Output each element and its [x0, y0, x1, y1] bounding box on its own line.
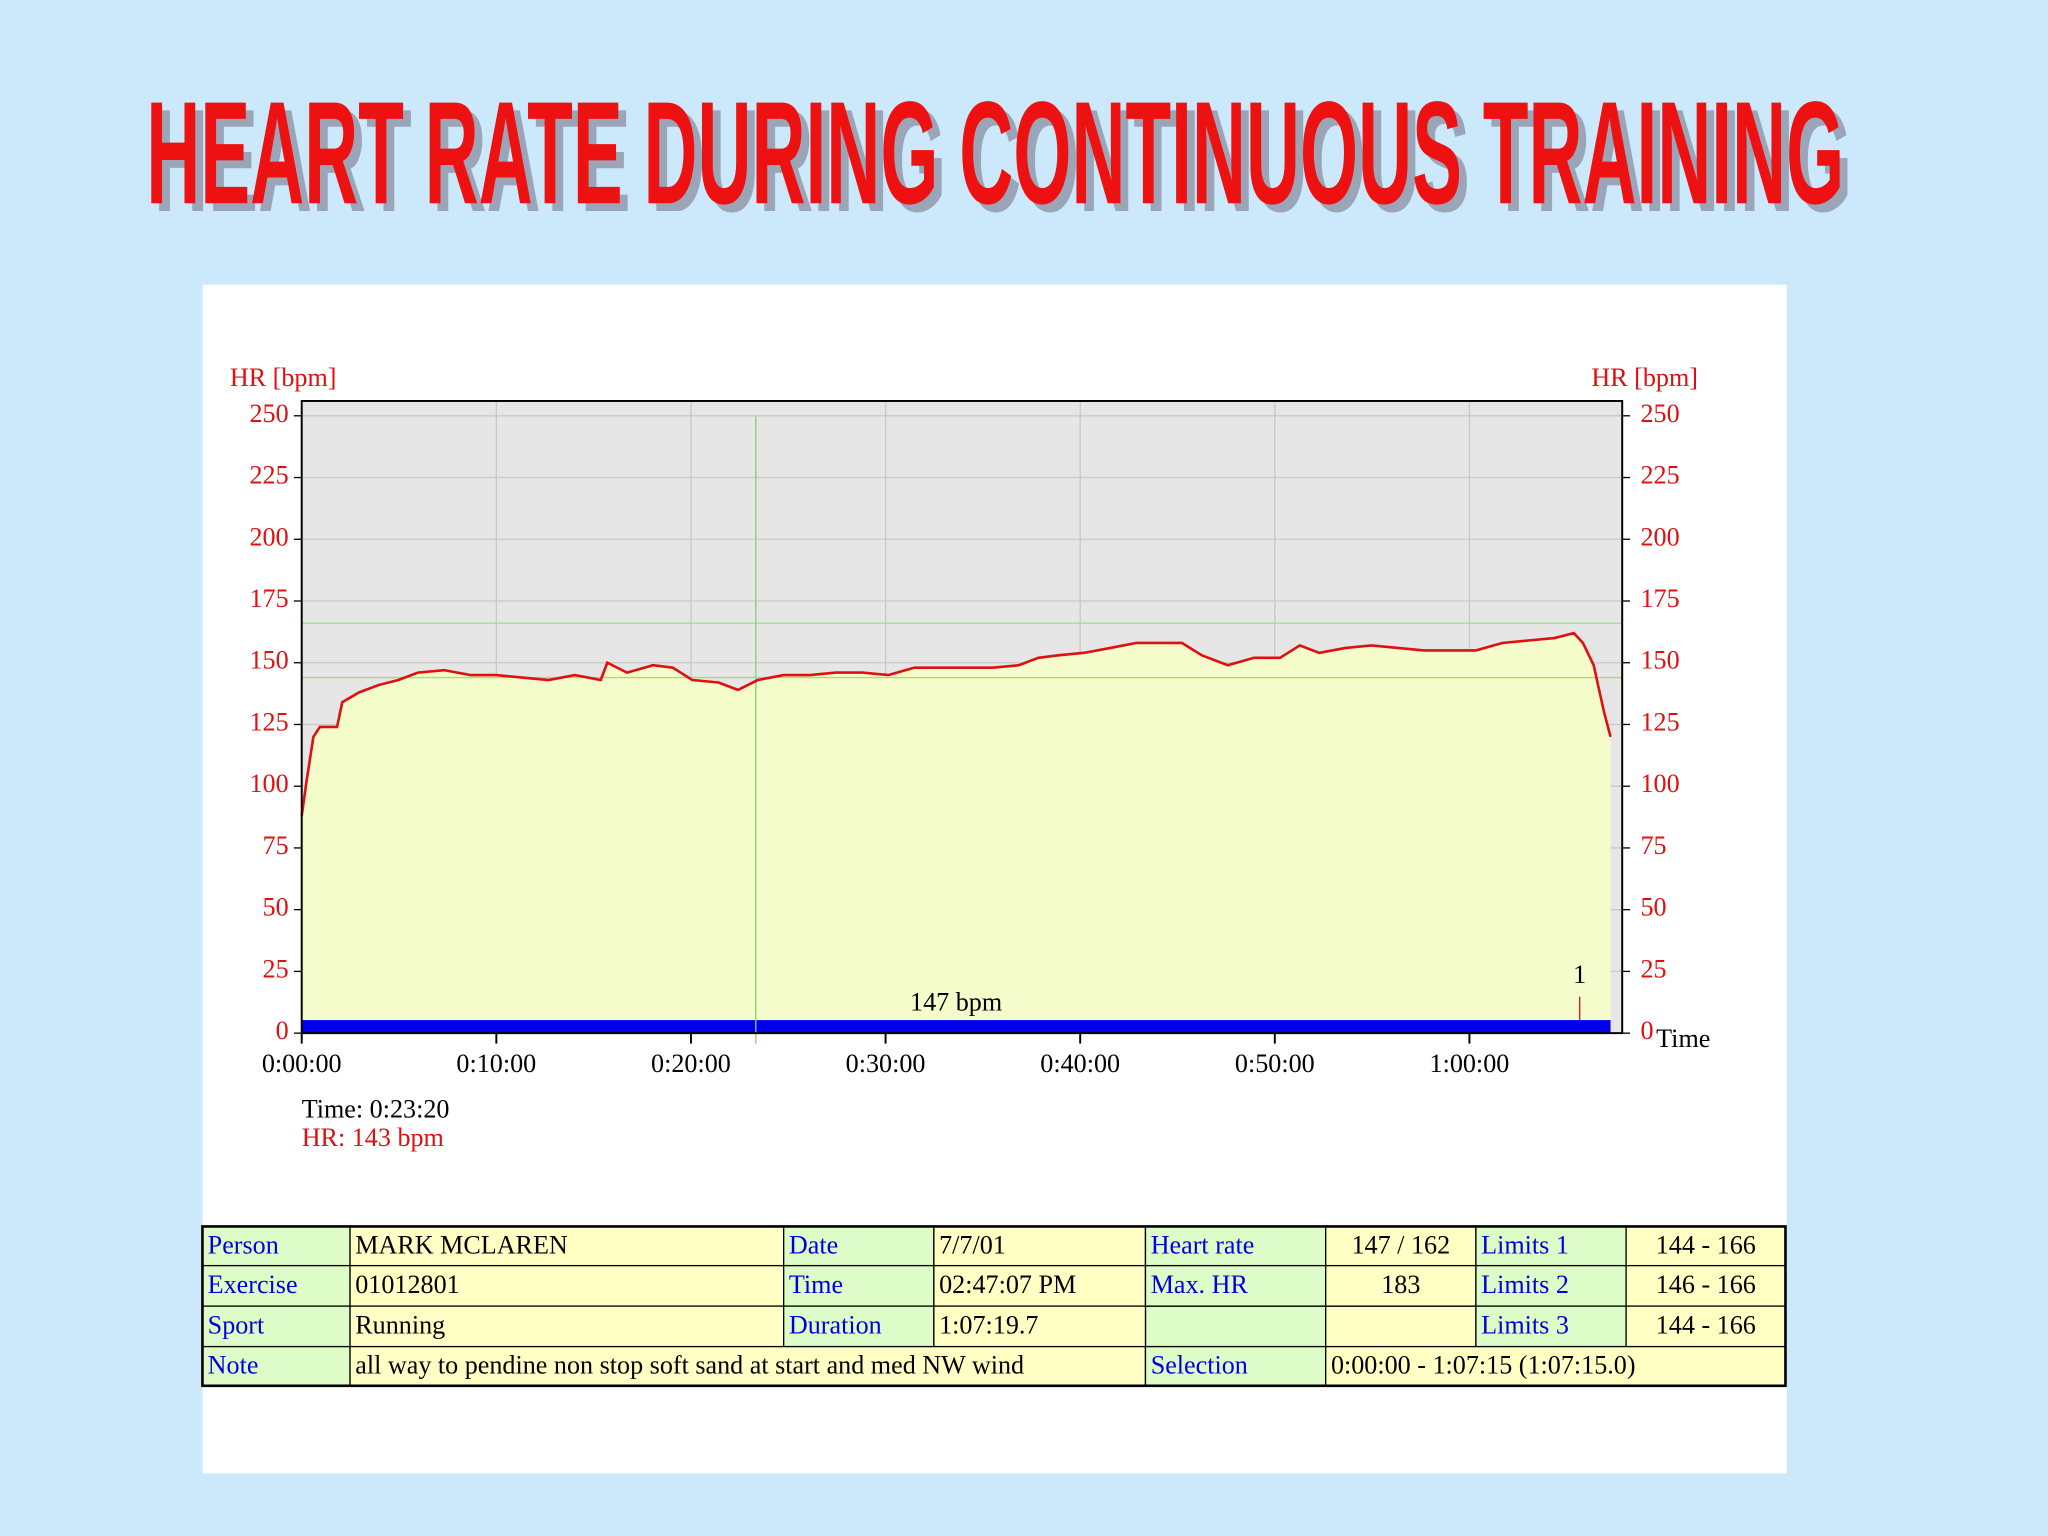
table-cell [1625, 1225, 1787, 1267]
x-axis-label: Time [1656, 1024, 1710, 1053]
table-value: 144 - 166 [1656, 1230, 1756, 1259]
table-label: Sport [208, 1311, 265, 1340]
x-tick-label: 0:10:00 [456, 1049, 536, 1078]
x-tick-label: 0:40:00 [1040, 1049, 1120, 1078]
y2-tick-label: 50 [1640, 893, 1666, 922]
hr-area [301, 633, 1611, 1034]
y-tick-label: 100 [249, 769, 288, 798]
y-tick-label: 175 [249, 584, 288, 613]
table-label: Time [789, 1270, 843, 1299]
table-cell [201, 1345, 351, 1387]
cursor-hr: HR: 143 bpm [302, 1123, 444, 1152]
y2-tick-label: 225 [1640, 461, 1679, 490]
table-cell [1144, 1225, 1327, 1267]
title-shadow: HEART RATE DURING CONTINUOUS TRAINING [154, 79, 1852, 242]
table-cell [349, 1305, 785, 1348]
table-label: Duration [789, 1311, 882, 1340]
y-tick-label: 225 [249, 461, 288, 490]
table-value: 146 - 166 [1656, 1270, 1756, 1299]
table-label: Selection [1151, 1351, 1248, 1380]
table-cell [783, 1264, 935, 1307]
table-cell [1144, 1305, 1327, 1348]
table-value: 147 / 162 [1351, 1230, 1450, 1259]
y-tick-label: 200 [249, 522, 288, 551]
plot-frame [300, 400, 1624, 1035]
table-cell [349, 1225, 785, 1267]
y-tick-label: 250 [249, 399, 288, 428]
y-tick-label: 50 [263, 893, 289, 922]
y2-axis-label: HR [bpm] [1591, 363, 1698, 392]
table-cell [933, 1264, 1147, 1307]
table-cell [1144, 1264, 1327, 1307]
y2-tick-label: 150 [1640, 646, 1679, 675]
hr-line [300, 631, 1612, 817]
table-value: Running [355, 1311, 445, 1340]
table-value: 01012801 [355, 1270, 459, 1299]
average-label: 147 bpm [910, 987, 1002, 1016]
table-value: MARK MCLAREN [355, 1230, 568, 1259]
table-label: Limits 2 [1481, 1270, 1569, 1299]
table-cell [783, 1225, 935, 1267]
y2-tick-label: 250 [1640, 399, 1679, 428]
title: HEART RATE DURING CONTINUOUS TRAINING [146, 71, 1844, 234]
table-cell [1475, 1305, 1627, 1348]
cursor-time: Time: 0:23:20 [302, 1095, 450, 1124]
x-tick-label: 0:50:00 [1235, 1049, 1315, 1078]
y2-tick-label: 175 [1640, 584, 1679, 613]
table-value: 1:07:19.7 [939, 1311, 1038, 1340]
y-tick-label: 75 [263, 831, 289, 860]
y2-tick-label: 125 [1640, 707, 1679, 736]
y-tick-label: 25 [263, 954, 289, 983]
y2-tick-label: 75 [1640, 831, 1666, 860]
table-value: 0:00:00 - 1:07:15 (1:07:15.0) [1331, 1351, 1636, 1380]
table-label: Note [208, 1351, 259, 1380]
table-frame [201, 1225, 1787, 1388]
table-cell [783, 1305, 935, 1348]
table-label: Person [208, 1230, 279, 1259]
table-value: 7/7/01 [939, 1230, 1006, 1259]
table-value: all way to pendine non stop soft sand at… [355, 1351, 1024, 1380]
table-cell [349, 1264, 785, 1307]
table-label: Limits 1 [1481, 1230, 1569, 1259]
table-cell [1475, 1264, 1627, 1307]
table-label: Max. HR [1151, 1270, 1249, 1299]
x-tick-label: 0:30:00 [846, 1049, 926, 1078]
y-tick-label: 0 [276, 1016, 289, 1045]
lap-label: 1 [1573, 960, 1586, 989]
y-tick-label: 150 [249, 646, 288, 675]
table-cell [1325, 1225, 1477, 1267]
x-tick-label: 0:20:00 [651, 1049, 731, 1078]
table-value: 144 - 166 [1656, 1311, 1756, 1340]
x-tick-label: 0:00:00 [262, 1049, 342, 1078]
table-cell [1325, 1264, 1477, 1307]
table-label: Date [789, 1230, 838, 1259]
table-cell [1325, 1305, 1477, 1348]
table-value: 183 [1381, 1270, 1420, 1299]
table-cell [933, 1225, 1147, 1267]
table-label: Heart rate [1151, 1230, 1255, 1259]
y2-tick-label: 0 [1640, 1016, 1653, 1045]
y-tick-label: 125 [249, 707, 288, 736]
y-axis-label: HR [bpm] [230, 363, 337, 392]
table-label: Exercise [208, 1270, 298, 1299]
y2-tick-label: 25 [1640, 954, 1666, 983]
y2-tick-label: 100 [1640, 769, 1679, 798]
y2-tick-label: 200 [1640, 522, 1679, 551]
table-label: Limits 3 [1481, 1311, 1569, 1340]
x-tick-label: 1:00:00 [1430, 1049, 1510, 1078]
table-value: 02:47:07 PM [939, 1270, 1076, 1299]
zone-bar [301, 1020, 1611, 1034]
table-cell [933, 1305, 1147, 1348]
